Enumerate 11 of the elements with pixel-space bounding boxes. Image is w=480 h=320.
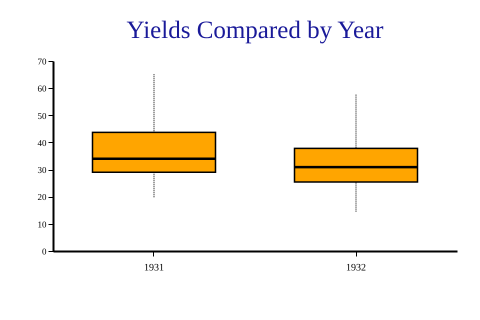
y-tick-label: 0 [42, 246, 47, 256]
chart-title: Yields Compared by Year [126, 17, 384, 44]
x-tick-label: 1931 [144, 262, 164, 274]
x-tick-label: 1932 [346, 262, 366, 274]
y-tick-label: 70 [38, 56, 47, 66]
y-tick-label: 60 [38, 84, 47, 94]
y-tick-label: 10 [38, 219, 47, 230]
y-tick-label: 30 [38, 165, 47, 176]
y-tick-label: 50 [38, 110, 47, 121]
y-tick-label: 40 [38, 138, 47, 148]
y-tick-label: 20 [38, 192, 47, 202]
